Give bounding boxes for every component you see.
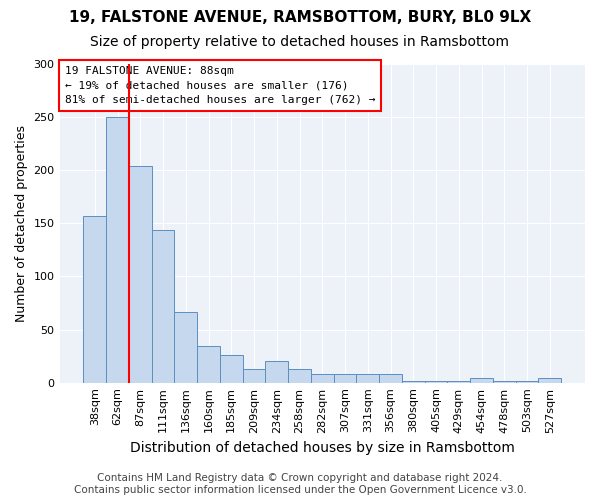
Bar <box>265 362 288 382</box>
Bar <box>152 230 175 382</box>
Bar <box>175 312 197 382</box>
Bar <box>242 369 265 382</box>
Bar <box>379 374 402 382</box>
Bar <box>425 380 448 382</box>
Bar <box>515 380 538 382</box>
Bar <box>470 378 493 382</box>
X-axis label: Distribution of detached houses by size in Ramsbottom: Distribution of detached houses by size … <box>130 441 515 455</box>
Y-axis label: Number of detached properties: Number of detached properties <box>15 125 28 322</box>
Bar <box>493 380 515 382</box>
Bar <box>197 346 220 383</box>
Bar <box>448 380 470 382</box>
Bar <box>538 378 561 382</box>
Bar <box>106 117 129 382</box>
Bar <box>83 216 106 382</box>
Text: Size of property relative to detached houses in Ramsbottom: Size of property relative to detached ho… <box>91 35 509 49</box>
Bar <box>220 355 242 382</box>
Bar <box>129 166 152 382</box>
Bar <box>356 374 379 382</box>
Bar <box>311 374 334 382</box>
Text: 19, FALSTONE AVENUE, RAMSBOTTOM, BURY, BL0 9LX: 19, FALSTONE AVENUE, RAMSBOTTOM, BURY, B… <box>69 10 531 25</box>
Bar <box>334 374 356 382</box>
Bar <box>402 380 425 382</box>
Bar <box>288 369 311 382</box>
Text: Contains HM Land Registry data © Crown copyright and database right 2024.
Contai: Contains HM Land Registry data © Crown c… <box>74 474 526 495</box>
Text: 19 FALSTONE AVENUE: 88sqm
← 19% of detached houses are smaller (176)
81% of semi: 19 FALSTONE AVENUE: 88sqm ← 19% of detac… <box>65 66 375 105</box>
